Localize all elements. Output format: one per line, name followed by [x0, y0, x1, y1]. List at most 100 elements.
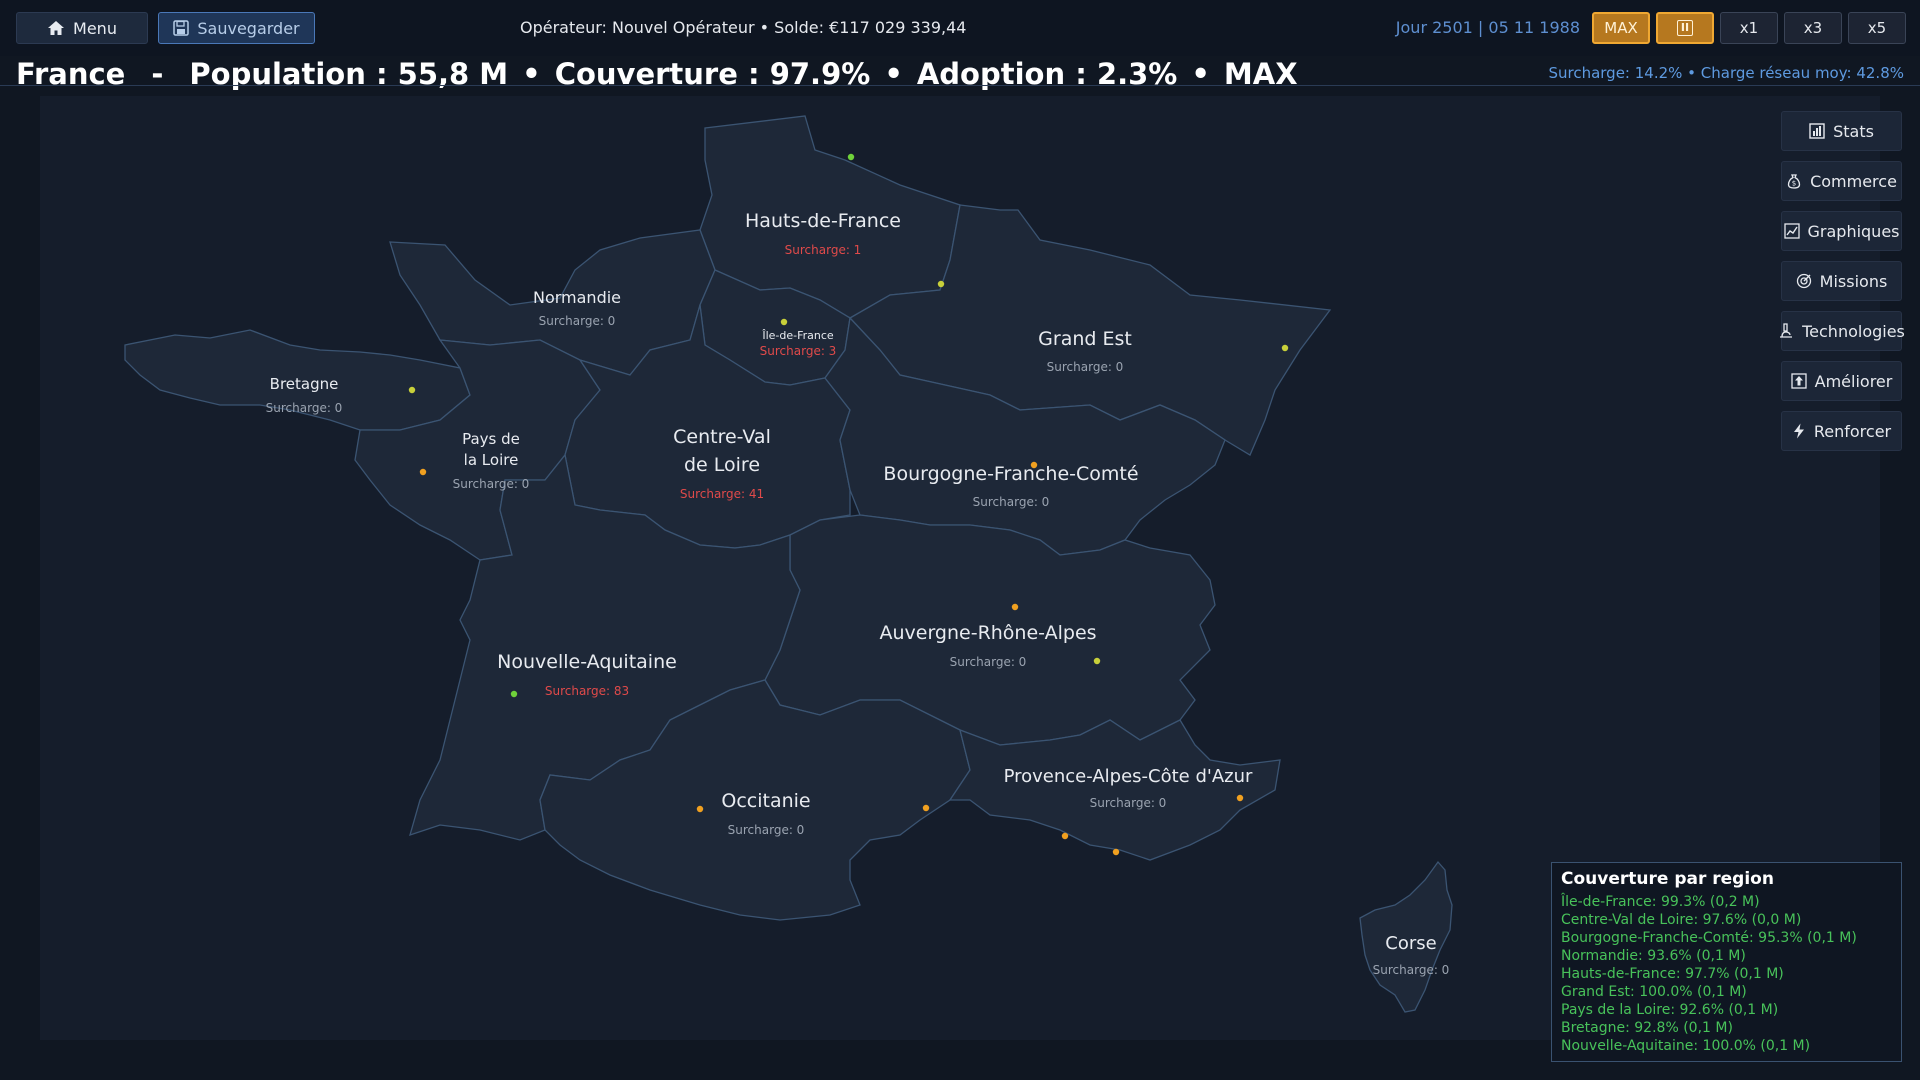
speed-x1-label: x1: [1739, 19, 1759, 37]
coverage-item-grand-est: Grand Est: 100.0% (0,1 M): [1561, 984, 1747, 1000]
antenna-marker[interactable]: [1112, 848, 1120, 856]
region-label-corse: Corse: [1385, 933, 1436, 954]
ameliorer-label: Améliorer: [1814, 371, 1893, 391]
region-label-pays-de-la-loire-line2: la Loire: [464, 451, 519, 469]
svg-text:$: $: [1792, 180, 1796, 188]
antenna-marker[interactable]: [1061, 832, 1069, 840]
region-surcharge-paca: Surcharge: 0: [1090, 796, 1167, 810]
floppy-disk-icon: [173, 20, 190, 36]
region-label-nouvelle-aquitaine: Nouvelle-Aquitaine: [497, 651, 677, 673]
ameliorer-button[interactable]: Améliorer: [1781, 361, 1902, 401]
renforcer-label: Renforcer: [1813, 421, 1892, 441]
menu-label: Menu: [73, 18, 117, 38]
top-bar: Menu Sauvegarder Opérateur: Nouvel Opéra…: [0, 0, 1920, 56]
region-label-ile-de-france: Île-de-France: [761, 329, 834, 342]
coverage-item-bourgogne-franche-comte: Bourgogne-Franche-Comté: 95.3% (0,1 M): [1561, 930, 1857, 946]
coverage-item-nouvelle-aquitaine: Nouvelle-Aquitaine: 100.0% (0,1 M): [1561, 1038, 1811, 1054]
region-label-paca: Provence-Alpes-Côte d'Azur: [1004, 766, 1253, 787]
speed-x5-label: x5: [1867, 19, 1887, 37]
graphiques-label: Graphiques: [1807, 221, 1900, 241]
region-label-grand-est: Grand Est: [1038, 328, 1132, 350]
region-label-centre-val-de-loire-line1: Centre-Val: [673, 426, 771, 448]
speed-max-label: MAX: [1604, 19, 1638, 37]
antenna-marker[interactable]: [922, 804, 930, 812]
antenna-marker[interactable]: [419, 468, 427, 476]
coverage-item-centre-val-de-loire: Centre-Val de Loire: 97.6% (0,0 M): [1561, 912, 1802, 928]
lightning-icon: [1793, 423, 1804, 439]
network-load-stats: Surcharge: 14.2% • Charge réseau moy: 42…: [1548, 64, 1904, 82]
region-surcharge-bourgogne-franche-comte: Surcharge: 0: [973, 495, 1050, 509]
region-label-centre-val-de-loire-line2: de Loire: [684, 454, 760, 476]
antenna-marker[interactable]: [1093, 657, 1101, 665]
microscope-icon: [1780, 323, 1793, 338]
coverage-item-normandie: Normandie: 93.6% (0,1 M): [1561, 948, 1746, 964]
antenna-marker[interactable]: [408, 386, 416, 394]
missions-label: Missions: [1819, 271, 1888, 291]
region-label-auvergne-rhone-alpes: Auvergne-Rhône-Alpes: [879, 622, 1096, 644]
graphiques-button[interactable]: Graphiques: [1781, 211, 1902, 251]
region-surcharge-hauts-de-france: Surcharge: 1: [785, 243, 862, 257]
region-surcharge-auvergne-rhone-alpes: Surcharge: 0: [950, 655, 1027, 669]
technologies-button[interactable]: Technologies: [1780, 311, 1905, 351]
region-surcharge-nouvelle-aquitaine: Surcharge: 83: [545, 684, 629, 698]
upgrade-arrow-icon: [1790, 373, 1807, 389]
antenna-marker[interactable]: [847, 153, 855, 161]
region-label-hauts-de-france: Hauts-de-France: [745, 210, 901, 232]
region-surcharge-ile-de-france: Surcharge: 3: [760, 344, 837, 358]
france-map: Hauts-de-France Surcharge: 1 Normandie S…: [124, 115, 1453, 1013]
speed-max-button[interactable]: MAX: [1592, 12, 1650, 44]
menu-button[interactable]: Menu: [16, 12, 148, 44]
stats-label: Stats: [1833, 121, 1874, 141]
speed-x3-button[interactable]: x3: [1784, 12, 1842, 44]
coverage-panel-title: Couverture par region: [1561, 869, 1774, 889]
save-button[interactable]: Sauvegarder: [158, 12, 315, 44]
speed-x3-label: x3: [1803, 19, 1823, 37]
speed-x5-button[interactable]: x5: [1848, 12, 1906, 44]
region-surcharge-normandie: Surcharge: 0: [539, 314, 616, 328]
commerce-label: Commerce: [1810, 171, 1897, 191]
region-surcharge-grand-est: Surcharge: 0: [1047, 360, 1124, 374]
region-label-pays-de-la-loire-line1: Pays de: [462, 430, 520, 448]
save-label: Sauvegarder: [197, 18, 300, 38]
region-paca[interactable]: [948, 719, 1281, 861]
region-label-normandie: Normandie: [533, 288, 621, 307]
line-chart-icon: [1783, 223, 1800, 239]
coverage-item-hauts-de-france: Hauts-de-France: 97.7% (0,1 M): [1561, 966, 1784, 982]
commerce-button[interactable]: $ Commerce: [1781, 161, 1902, 201]
money-bag-icon: $: [1787, 174, 1801, 189]
operator-balance-text: Opérateur: Nouvel Opérateur • Solde: €11…: [520, 18, 967, 37]
coverage-item-ile-de-france: Île-de-France: 99.3% (0,2 M): [1561, 894, 1760, 910]
stats-button[interactable]: Stats: [1781, 111, 1902, 151]
pause-button[interactable]: II: [1656, 12, 1714, 44]
antenna-marker[interactable]: [510, 690, 518, 698]
speed-x1-button[interactable]: x1: [1720, 12, 1778, 44]
region-label-bretagne: Bretagne: [270, 375, 339, 393]
region-surcharge-pays-de-la-loire: Surcharge: 0: [453, 477, 530, 491]
antenna-marker[interactable]: [937, 280, 945, 288]
renforcer-button[interactable]: Renforcer: [1781, 411, 1902, 451]
antenna-marker[interactable]: [1030, 461, 1038, 469]
antenna-marker[interactable]: [1281, 344, 1289, 352]
antenna-marker[interactable]: [1236, 794, 1244, 802]
region-surcharge-bretagne: Surcharge: 0: [266, 401, 343, 415]
antenna-marker[interactable]: [780, 318, 788, 326]
coverage-item-pays-de-la-loire: Pays de la Loire: 92.6% (0,1 M): [1561, 1002, 1779, 1018]
coverage-by-region-panel: Couverture par region Île-de-France: 99.…: [1551, 862, 1902, 1062]
bullet-separator: •: [884, 57, 903, 91]
target-icon: [1796, 273, 1811, 289]
region-surcharge-corse: Surcharge: 0: [1373, 963, 1450, 977]
missions-button[interactable]: Missions: [1781, 261, 1902, 301]
region-corse[interactable]: [1359, 860, 1453, 1013]
pause-icon: II: [1676, 20, 1694, 36]
antenna-marker[interactable]: [1011, 603, 1019, 611]
game-date-text: Jour 2501 | 05 11 1988: [1395, 18, 1580, 37]
coverage-item-bretagne: Bretagne: 92.8% (0,1 M): [1561, 1020, 1733, 1036]
header-divider: [0, 85, 1920, 86]
antenna-marker[interactable]: [696, 805, 704, 813]
country-dash: -: [151, 57, 164, 91]
region-label-occitanie: Occitanie: [721, 790, 810, 812]
home-icon: [48, 21, 65, 35]
bullet-separator: •: [1191, 57, 1210, 91]
region-surcharge-centre-val-de-loire: Surcharge: 41: [680, 487, 764, 501]
region-label-bourgogne-franche-comte: Bourgogne-Franche-Comté: [883, 463, 1138, 485]
